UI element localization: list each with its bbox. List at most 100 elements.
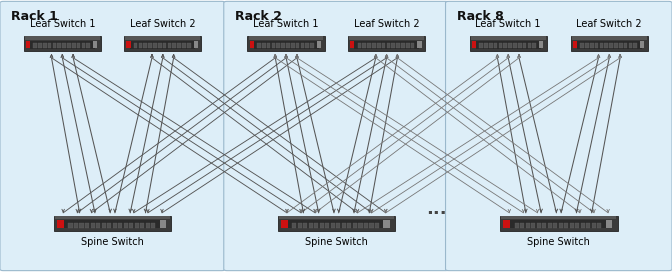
Bar bbox=[564, 222, 569, 228]
Bar bbox=[573, 41, 577, 48]
Bar bbox=[314, 222, 319, 228]
Bar bbox=[640, 41, 644, 48]
Bar bbox=[134, 43, 138, 48]
Bar bbox=[85, 222, 89, 228]
Bar bbox=[140, 222, 144, 228]
Bar bbox=[144, 43, 147, 48]
Bar bbox=[476, 41, 541, 49]
Bar bbox=[138, 43, 142, 48]
Bar bbox=[292, 222, 296, 228]
Bar bbox=[291, 43, 294, 48]
Bar bbox=[342, 222, 346, 228]
Bar bbox=[57, 220, 64, 227]
Bar bbox=[358, 222, 362, 228]
Bar bbox=[417, 41, 422, 48]
Bar bbox=[610, 43, 613, 48]
Bar bbox=[364, 222, 368, 228]
Bar bbox=[287, 220, 386, 228]
Bar bbox=[112, 222, 117, 228]
Bar bbox=[126, 36, 200, 40]
Bar bbox=[595, 43, 599, 48]
Bar bbox=[401, 43, 405, 48]
Bar bbox=[472, 41, 476, 48]
Bar bbox=[129, 222, 133, 228]
Bar bbox=[134, 222, 138, 228]
Bar bbox=[325, 222, 329, 228]
Bar bbox=[282, 43, 285, 48]
Bar bbox=[310, 43, 314, 48]
Bar bbox=[160, 220, 166, 227]
Bar bbox=[107, 222, 111, 228]
Bar bbox=[62, 43, 66, 48]
Bar bbox=[26, 41, 30, 48]
Bar bbox=[508, 43, 512, 48]
Bar bbox=[349, 36, 424, 40]
Text: ...: ... bbox=[427, 200, 447, 218]
Bar bbox=[353, 222, 357, 228]
Bar bbox=[581, 222, 585, 228]
Bar bbox=[72, 43, 76, 48]
Bar bbox=[592, 222, 596, 228]
Bar bbox=[87, 43, 90, 48]
Bar bbox=[553, 222, 557, 228]
Bar bbox=[571, 36, 648, 51]
Bar bbox=[354, 41, 419, 49]
Bar bbox=[54, 215, 171, 231]
Bar bbox=[187, 43, 191, 48]
Bar bbox=[382, 43, 385, 48]
Bar bbox=[96, 222, 100, 228]
Bar bbox=[118, 222, 122, 228]
Bar bbox=[520, 222, 524, 228]
Bar bbox=[257, 43, 261, 48]
Bar bbox=[298, 222, 302, 228]
FancyBboxPatch shape bbox=[446, 1, 672, 271]
Bar bbox=[167, 43, 171, 48]
Bar bbox=[130, 41, 196, 49]
Bar bbox=[479, 43, 483, 48]
Bar bbox=[55, 216, 170, 219]
Text: Leaf Switch 1: Leaf Switch 1 bbox=[253, 19, 319, 29]
Bar bbox=[587, 222, 591, 228]
Text: Leaf Switch 2: Leaf Switch 2 bbox=[353, 19, 419, 29]
Bar bbox=[599, 43, 603, 48]
Bar bbox=[79, 222, 83, 228]
Bar bbox=[279, 216, 394, 219]
Bar bbox=[153, 43, 157, 48]
FancyBboxPatch shape bbox=[224, 1, 449, 271]
Text: Leaf Switch 1: Leaf Switch 1 bbox=[30, 19, 95, 29]
Bar bbox=[628, 43, 632, 48]
Bar bbox=[124, 222, 128, 228]
FancyBboxPatch shape bbox=[0, 1, 225, 271]
Bar bbox=[336, 222, 341, 228]
Bar bbox=[484, 43, 488, 48]
Bar bbox=[43, 43, 46, 48]
Text: Rack 8: Rack 8 bbox=[457, 10, 504, 23]
Bar bbox=[93, 41, 97, 48]
Bar bbox=[253, 41, 319, 49]
Bar bbox=[372, 43, 376, 48]
Bar bbox=[267, 43, 270, 48]
Bar bbox=[124, 36, 202, 51]
Bar bbox=[513, 43, 517, 48]
Bar bbox=[367, 43, 371, 48]
Bar bbox=[503, 43, 507, 48]
Bar bbox=[91, 222, 95, 228]
Bar bbox=[577, 41, 642, 49]
Text: Rack 2: Rack 2 bbox=[235, 10, 282, 23]
Bar bbox=[542, 222, 546, 228]
Bar bbox=[489, 43, 493, 48]
Bar bbox=[500, 215, 618, 231]
Bar bbox=[570, 222, 574, 228]
Bar bbox=[58, 43, 61, 48]
Bar bbox=[300, 43, 304, 48]
Text: Spine Switch: Spine Switch bbox=[81, 237, 144, 247]
Bar bbox=[25, 36, 99, 40]
Bar bbox=[499, 43, 502, 48]
Bar bbox=[163, 43, 167, 48]
Bar bbox=[597, 222, 601, 228]
Bar bbox=[34, 43, 37, 48]
Bar bbox=[82, 43, 85, 48]
Bar bbox=[38, 43, 42, 48]
Bar bbox=[548, 222, 552, 228]
Bar bbox=[320, 222, 324, 228]
